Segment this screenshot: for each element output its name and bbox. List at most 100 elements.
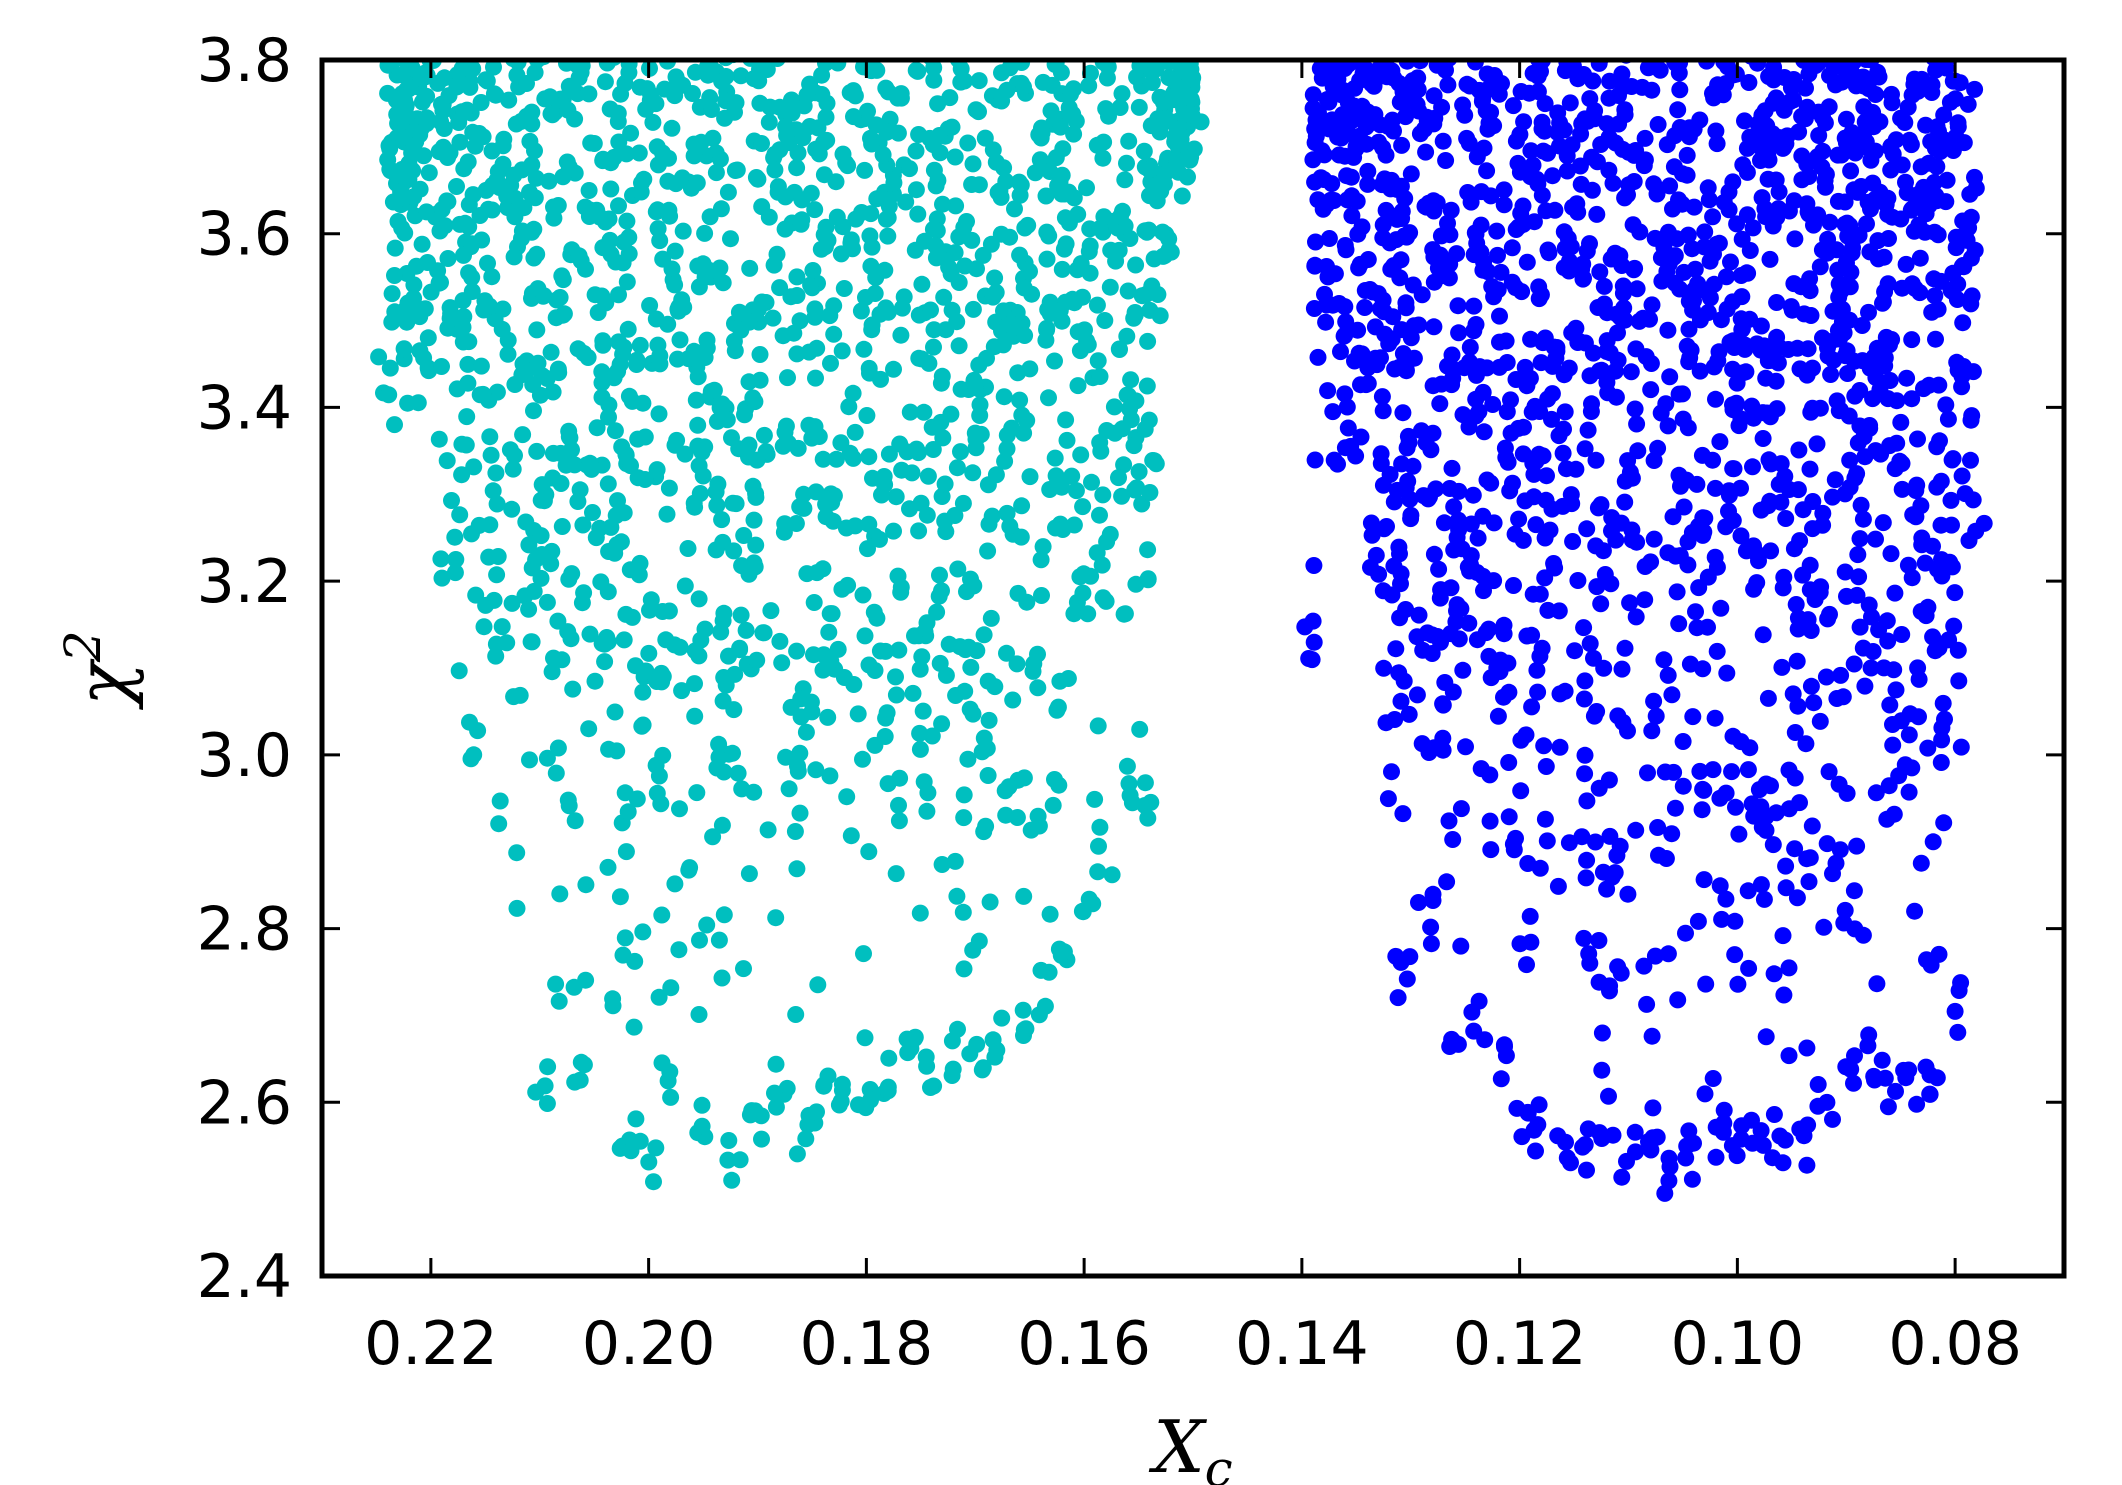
series-1-point bbox=[750, 72, 768, 90]
series-2-point bbox=[1317, 313, 1335, 331]
series-2-point bbox=[1461, 338, 1479, 356]
series-1-point bbox=[682, 179, 700, 197]
series-1-point bbox=[865, 603, 883, 621]
series-1-point bbox=[594, 336, 612, 354]
series-2-point bbox=[1722, 253, 1739, 271]
series-2-point bbox=[1462, 193, 1480, 211]
series-1-point bbox=[1083, 473, 1100, 491]
series-2-point bbox=[1571, 333, 1589, 351]
series-2-point bbox=[1790, 441, 1808, 459]
y-tick-label: 3.8 bbox=[197, 26, 292, 96]
series-1-point bbox=[569, 493, 587, 510]
series-2-point bbox=[1879, 1098, 1897, 1116]
series-1-point bbox=[482, 446, 500, 464]
series-1-point bbox=[928, 603, 946, 621]
series-2-point bbox=[1330, 295, 1348, 312]
series-2-point bbox=[1350, 259, 1368, 277]
series-2-point bbox=[1787, 43, 1804, 60]
series-1-point bbox=[1113, 487, 1131, 505]
series-1-point bbox=[1021, 360, 1039, 378]
series-1-point bbox=[609, 113, 627, 130]
series-1-point bbox=[860, 359, 878, 377]
series-2-point bbox=[1358, 135, 1376, 153]
series-2-point bbox=[1417, 143, 1435, 161]
series-1-point bbox=[1068, 593, 1086, 611]
y-tick-label: 3.2 bbox=[197, 547, 292, 617]
series-1-point bbox=[459, 374, 477, 392]
series-1-point bbox=[439, 250, 457, 267]
series-1-point bbox=[690, 590, 708, 608]
series-1-point bbox=[488, 171, 506, 189]
series-1-point bbox=[885, 174, 903, 192]
series-1-point bbox=[606, 703, 624, 721]
series-2-point bbox=[1687, 603, 1704, 621]
series-2-point bbox=[1506, 525, 1524, 543]
series-2-point bbox=[1739, 882, 1757, 900]
series-2-point bbox=[1829, 192, 1847, 210]
series-1-point bbox=[558, 60, 575, 72]
series-2-point bbox=[1944, 264, 1962, 282]
series-1-point bbox=[508, 844, 526, 862]
series-2-point bbox=[1425, 739, 1443, 757]
series-1-point bbox=[710, 931, 728, 949]
series-2-point bbox=[1647, 707, 1665, 725]
series-2-point bbox=[1860, 303, 1877, 321]
series-1-point bbox=[559, 101, 577, 119]
series-2-point bbox=[1800, 65, 1818, 83]
series-2-point bbox=[1374, 229, 1392, 247]
series-2-point bbox=[1814, 504, 1832, 522]
series-1-point bbox=[461, 713, 478, 731]
series-1-point bbox=[680, 861, 698, 879]
series-1-point bbox=[759, 821, 777, 839]
series-2-point bbox=[1374, 402, 1392, 420]
series-1-point bbox=[927, 177, 945, 195]
series-2-point bbox=[1892, 109, 1910, 127]
series-2-point bbox=[1616, 101, 1634, 119]
series-2-point bbox=[1757, 775, 1775, 793]
series-1-point bbox=[1040, 227, 1058, 245]
series-1-point bbox=[490, 42, 507, 59]
series-2-point bbox=[1776, 36, 1793, 53]
series-2-point bbox=[1480, 35, 1497, 52]
series-1-point bbox=[523, 103, 541, 121]
series-1-point bbox=[859, 540, 876, 558]
series-2-point bbox=[1401, 490, 1419, 508]
series-2-point bbox=[1550, 427, 1568, 445]
series-2-point bbox=[1558, 162, 1576, 180]
series-1-point bbox=[666, 242, 684, 260]
series-2-point bbox=[1745, 580, 1763, 598]
y-tick-label: 3.0 bbox=[197, 721, 292, 791]
series-1-point bbox=[481, 516, 499, 534]
series-1-point bbox=[918, 802, 936, 820]
series-1-point bbox=[686, 675, 703, 693]
series-1-point bbox=[559, 623, 577, 641]
series-1-point bbox=[1141, 301, 1159, 319]
series-1-point bbox=[1069, 323, 1087, 341]
series-2-point bbox=[1391, 609, 1409, 627]
series-1-point bbox=[1057, 411, 1075, 429]
series-1-point bbox=[744, 389, 762, 407]
series-2-point bbox=[1511, 935, 1529, 953]
series-1-point bbox=[959, 134, 977, 152]
series-2-point bbox=[1723, 39, 1740, 56]
series-2-point bbox=[1387, 231, 1405, 249]
series-1-point bbox=[792, 215, 810, 233]
series-1-point bbox=[1164, 88, 1182, 105]
series-1-point bbox=[607, 253, 625, 271]
series-2-point bbox=[1379, 790, 1397, 808]
series-2-point bbox=[1884, 145, 1902, 163]
series-2-point bbox=[1929, 300, 1947, 318]
series-2-point bbox=[1466, 60, 1484, 71]
series-1-point bbox=[998, 81, 1016, 99]
series-1-point bbox=[1037, 187, 1055, 205]
series-2-point bbox=[1755, 890, 1773, 908]
series-2-point bbox=[1538, 832, 1556, 850]
series-2-point bbox=[1511, 163, 1529, 181]
series-1-point bbox=[804, 262, 822, 279]
series-2-point bbox=[1336, 326, 1354, 344]
series-1-point bbox=[566, 456, 584, 474]
series-1-point bbox=[491, 792, 509, 810]
series-1-point bbox=[767, 1055, 785, 1073]
series-2-point bbox=[1893, 626, 1911, 643]
